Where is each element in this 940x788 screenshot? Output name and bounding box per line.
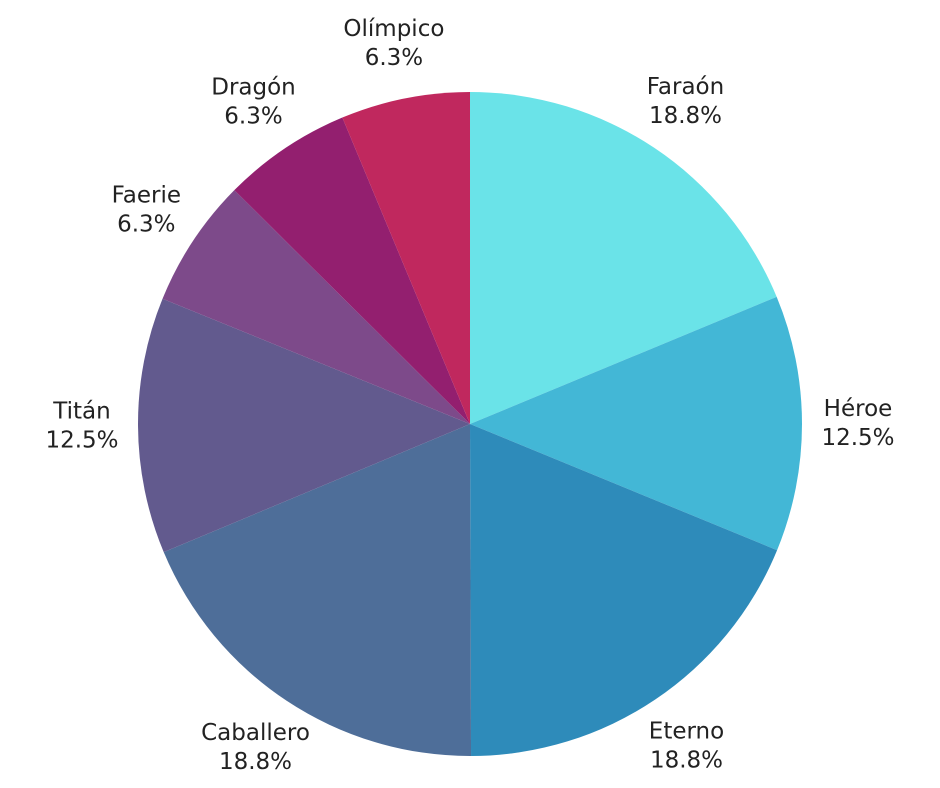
slice-value-label: 6.3% <box>224 104 282 130</box>
pie-slice <box>163 424 472 756</box>
slice-label: Héroe <box>824 396 893 422</box>
pie-slice <box>234 117 470 424</box>
pie-slice <box>470 424 778 756</box>
slice-label: Caballero <box>201 720 310 746</box>
pie-slice <box>342 92 470 424</box>
slice-value-label: 18.8% <box>650 747 723 773</box>
slice-label: Dragón <box>211 75 296 101</box>
pie-slice <box>470 92 777 424</box>
slice-label: Eterno <box>649 718 724 744</box>
slice-label: Faerie <box>112 183 181 209</box>
slice-value-label: 18.8% <box>219 749 292 775</box>
slice-value-label: 12.5% <box>821 425 894 451</box>
slice-value-label: 6.3% <box>365 45 423 71</box>
slice-value-label: 18.8% <box>649 103 722 129</box>
slice-value-label: 12.5% <box>45 427 118 453</box>
slice-label: Titán <box>52 398 110 424</box>
slice-label: Olímpico <box>343 16 444 42</box>
pie-slice <box>138 298 470 553</box>
pie-slice <box>470 296 802 551</box>
slice-value-label: 6.3% <box>117 212 175 238</box>
pie-slice <box>162 190 471 424</box>
slice-label: Faraón <box>647 74 724 100</box>
